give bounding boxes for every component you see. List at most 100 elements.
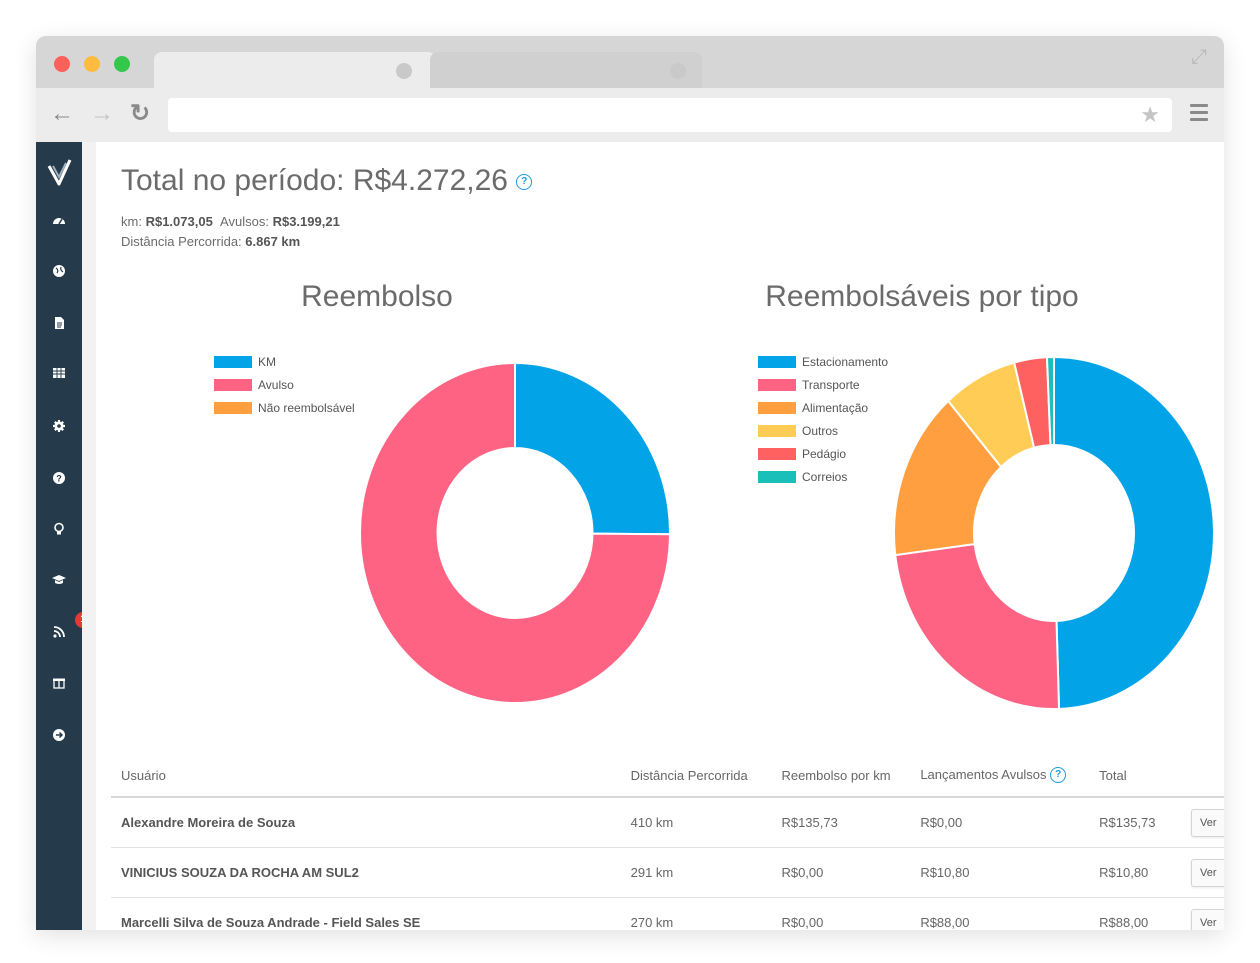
- user-name: VINICIUS SOUZA DA ROCHA AM SUL2: [111, 847, 621, 898]
- globe-icon[interactable]: [49, 261, 69, 281]
- rss-icon[interactable]: 1: [49, 612, 91, 642]
- view-button[interactable]: Ver: [1191, 908, 1224, 930]
- user-name: Alexandre Moreira de Souza: [111, 797, 621, 848]
- browser-tab-active[interactable]: [154, 52, 436, 88]
- view-button[interactable]: Ver: [1191, 808, 1224, 837]
- legend-item-nao-reembolsavel[interactable]: Não reembolsável: [214, 396, 355, 419]
- donut-slice-transporte[interactable]: [894, 542, 1061, 710]
- column-header-total[interactable]: Total: [1089, 754, 1181, 798]
- amount-breakdown: km: R$1.073,05 Avulsos: R$3.199,21: [121, 214, 340, 229]
- back-arrow-icon[interactable]: ←: [50, 100, 74, 127]
- legend-label: Estacionamento: [802, 354, 889, 369]
- avulsos-cell: R$0,00: [910, 797, 1090, 848]
- distance-summary: Distância Percorrida: 6.867 km: [121, 234, 300, 249]
- legend-label: Pedágio: [802, 446, 847, 461]
- maximize-window-button[interactable]: [114, 56, 130, 72]
- distance-value: 6.867 km: [245, 234, 301, 249]
- legend-swatch: [758, 378, 796, 391]
- users-table: Usuário Distância Percorrida Reembolso p…: [111, 754, 1224, 930]
- legend-swatch: [758, 401, 796, 414]
- donut-slice-km[interactable]: [514, 361, 671, 536]
- tab-close-icon[interactable]: [396, 63, 412, 79]
- logout-icon[interactable]: [49, 725, 69, 745]
- legend-swatch: [758, 424, 796, 437]
- forward-arrow-icon[interactable]: →: [90, 100, 114, 127]
- legend-swatch: [214, 401, 252, 414]
- svg-text:?: ?: [56, 474, 62, 484]
- page-viewport: ? 1 Total no período: R$4.272,26: [36, 142, 1224, 930]
- minimize-window-button[interactable]: [84, 56, 100, 72]
- legend-label: Não reembolsável: [258, 400, 355, 415]
- table-icon[interactable]: [49, 363, 69, 383]
- browser-window: ⤢ ← → ↻ ★: [36, 36, 1224, 930]
- table-row: Marcelli Silva de Souza Andrade - Field …: [111, 897, 1224, 930]
- total-period-label: Total no período: R$4.272,26: [121, 164, 508, 197]
- chart-legend-reembolso: KM Avulso Não reembolsável: [214, 350, 355, 419]
- dashboard-icon[interactable]: [49, 210, 69, 230]
- legend-swatch: [214, 378, 252, 391]
- legend-item-km[interactable]: KM: [214, 350, 355, 373]
- address-bar[interactable]: ★: [168, 98, 1172, 132]
- legend-label: KM: [258, 354, 276, 369]
- help-icon[interactable]: ?: [516, 174, 533, 191]
- legend-item-outros[interactable]: Outros: [758, 419, 888, 442]
- legend-item-avulso[interactable]: Avulso: [214, 373, 355, 396]
- sidebar: ? 1: [36, 142, 91, 930]
- chart-title-reembolso: Reembolso: [301, 280, 453, 313]
- legend-label: Correios: [802, 469, 848, 484]
- fullscreen-icon[interactable]: ⤢: [1191, 46, 1207, 68]
- legend-swatch: [214, 355, 252, 368]
- graduation-cap-icon[interactable]: [49, 570, 69, 590]
- avulsos-cell: R$88,00: [910, 897, 1090, 930]
- help-icon[interactable]: ?: [1050, 767, 1067, 784]
- legend-label: Transporte: [802, 377, 860, 392]
- app-logo[interactable]: [43, 156, 75, 188]
- table-row: Alexandre Moreira de Souza 410 km R$135,…: [111, 797, 1224, 848]
- gift-icon[interactable]: [49, 672, 69, 692]
- avulsos-label: Avulsos:: [220, 214, 269, 229]
- total-cell: R$10,80: [1089, 847, 1181, 898]
- legend-label: Avulso: [258, 377, 294, 392]
- bookmark-star-icon[interactable]: ★: [1140, 102, 1160, 127]
- donut-slice-estacionamento[interactable]: [1053, 355, 1215, 710]
- chart-title-por-tipo: Reembolsáveis por tipo: [765, 280, 1079, 313]
- tab-close-icon[interactable]: [670, 63, 686, 79]
- view-button[interactable]: Ver: [1191, 858, 1224, 887]
- help-icon[interactable]: ?: [49, 468, 69, 488]
- legend-item-pedagio[interactable]: Pedágio: [758, 442, 888, 465]
- column-header-reembolso-km[interactable]: Reembolso por km: [771, 754, 911, 798]
- km-reimbursement-cell: R$0,00: [771, 897, 911, 930]
- column-header-avulsos[interactable]: Lançamentos Avulsos ?: [910, 754, 1090, 798]
- sidebar-gutter: [82, 142, 96, 930]
- donut-slice-alimentacao[interactable]: [893, 399, 1003, 557]
- legend-label: Alimentação: [802, 400, 869, 415]
- avulsos-cell: R$10,80: [910, 847, 1090, 898]
- legend-item-correios[interactable]: Correios: [758, 465, 888, 488]
- column-header-distancia[interactable]: Distância Percorrida: [620, 754, 772, 798]
- distance-cell: 410 km: [620, 797, 772, 848]
- user-name: Marcelli Silva de Souza Andrade - Field …: [111, 897, 621, 930]
- avulsos-value: R$3.199,21: [272, 214, 340, 229]
- browser-titlebar: ⤢: [36, 36, 1224, 88]
- legend-item-transporte[interactable]: Transporte: [758, 373, 888, 396]
- lightbulb-icon[interactable]: [49, 519, 69, 539]
- settings-icon[interactable]: [49, 416, 69, 436]
- browser-menu-icon[interactable]: [1190, 104, 1208, 125]
- legend-item-alimentacao[interactable]: Alimentação: [758, 396, 888, 419]
- distance-cell: 291 km: [620, 847, 772, 898]
- donut-slice-avulso[interactable]: [359, 361, 672, 704]
- column-header-actions: [1181, 754, 1224, 798]
- table-row: VINICIUS SOUZA DA ROCHA AM SUL2 291 km R…: [111, 847, 1224, 898]
- browser-toolbar: ← → ↻ ★: [36, 88, 1224, 142]
- legend-item-estacionamento[interactable]: Estacionamento: [758, 350, 888, 373]
- reload-icon[interactable]: ↻: [129, 100, 151, 127]
- total-cell: R$88,00: [1089, 897, 1181, 930]
- page-title: Total no período: R$4.272,26 ?: [121, 164, 533, 198]
- main-content: Total no período: R$4.272,26 ? km: R$1.0…: [96, 142, 1224, 930]
- legend-swatch: [758, 447, 796, 460]
- document-icon[interactable]: [49, 313, 69, 333]
- donut-slice-correios[interactable]: [1045, 355, 1055, 447]
- close-window-button[interactable]: [54, 56, 70, 72]
- column-header-usuario[interactable]: Usuário: [111, 754, 621, 798]
- browser-tab-inactive[interactable]: [430, 52, 702, 88]
